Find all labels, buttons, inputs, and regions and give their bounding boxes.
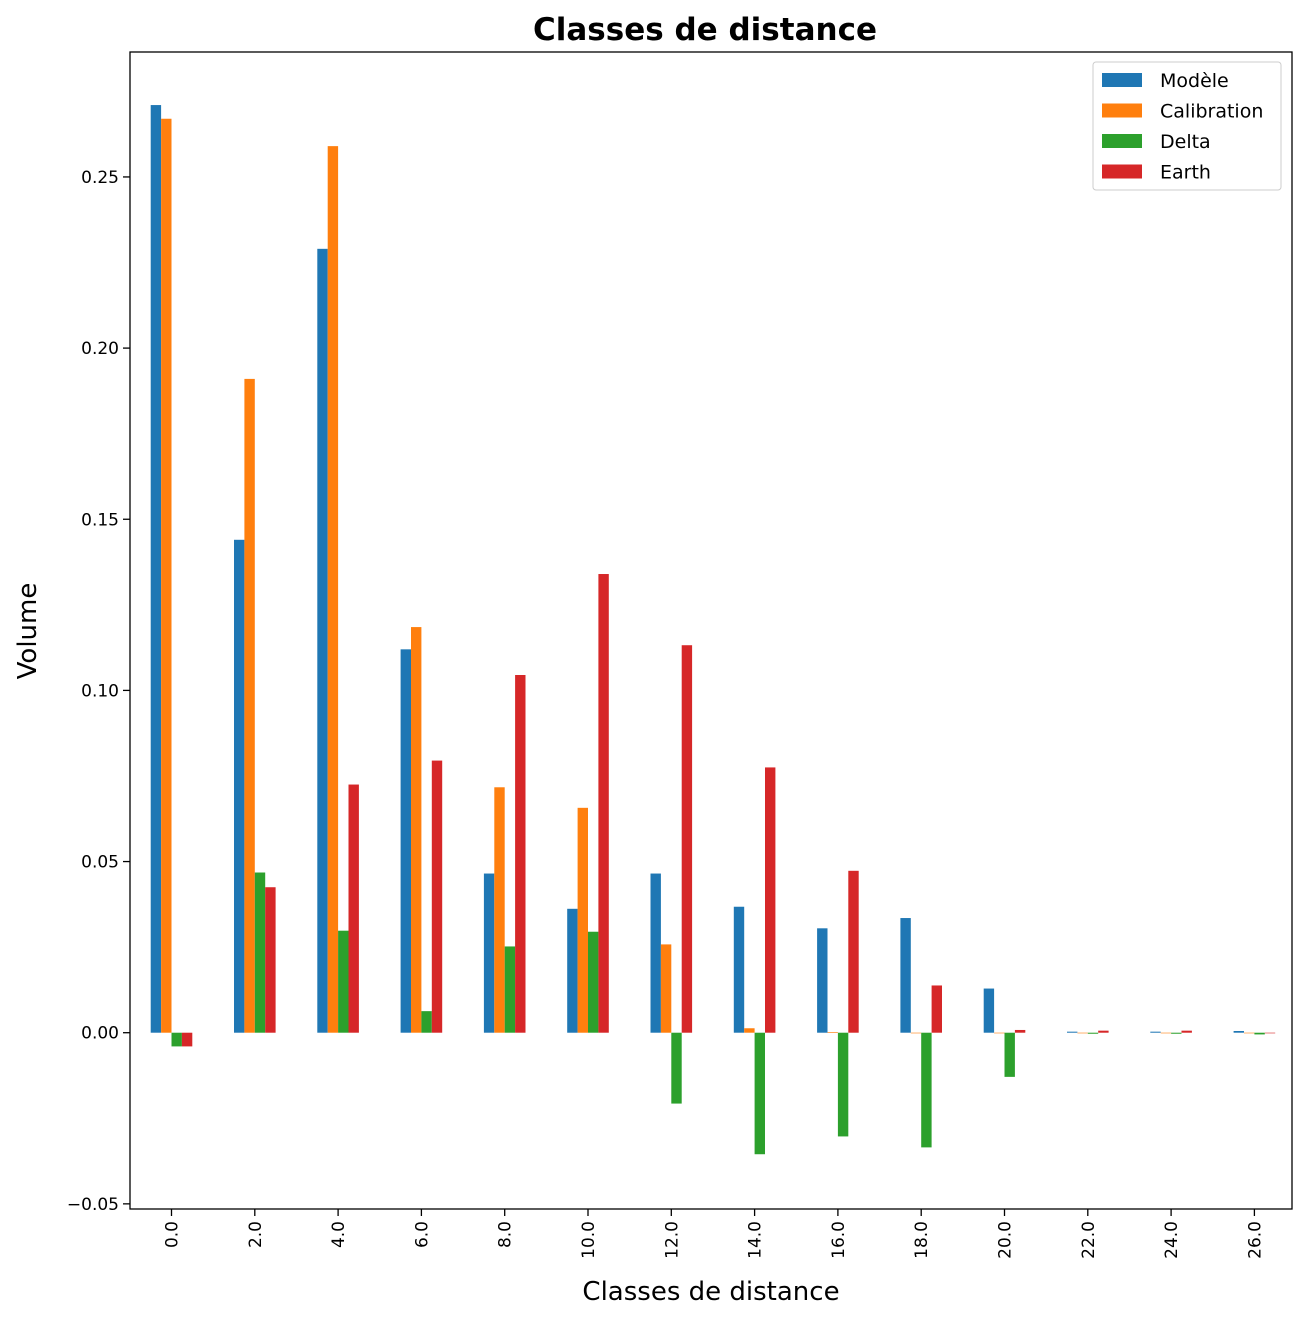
y-tick-label: 0.20 [81,339,119,359]
bar-earth-14-0 [765,767,776,1033]
bar-mod-le-0-0 [150,105,162,1033]
bar-calibration-12-0 [660,944,672,1033]
bar-calibration-6-0 [411,627,422,1033]
bar-delta-22-0 [1087,1032,1099,1034]
y-tick-label: 0.25 [81,168,119,188]
bar-earth-16-0 [848,870,859,1033]
bar-calibration-24-0 [1160,1032,1172,1034]
bar-calibration-0-0 [161,118,172,1033]
bar-delta-20-0 [1004,1032,1015,1077]
bar-delta-26-0 [1254,1032,1265,1035]
bar-calibration-4-0 [327,146,339,1033]
legend-swatch [1102,103,1142,118]
bar-mod-le-6-0 [400,649,411,1033]
bar-calibration-10-0 [577,807,588,1033]
legend-box [1092,61,1282,191]
bar-delta-2-0 [254,872,266,1033]
y-axis-label: Volume [13,583,43,680]
legend-label: Earth [1160,162,1211,184]
bar-delta-8-0 [504,946,516,1033]
x-axis: 0.0 2.0 4.0 6.0 8.0 10.0 12.0 14.0 16.0 18.0 20.0 2… [163,1209,1265,1259]
bar-mod-le-22-0 [1067,1031,1078,1033]
bar-delta-4-0 [338,930,349,1033]
x-tick-label: 4.0 [329,1221,349,1248]
y-axis: −0.05 0.00 0.05 0.10 0.15 0.20 0.25 [67,168,130,1215]
x-tick-label: 10.0 [579,1221,599,1259]
bar-calibration-8-0 [494,787,505,1033]
x-tick-label: 0.0 [163,1221,183,1248]
bar-mod-le-10-0 [567,908,578,1033]
x-tick-label: 24.0 [1162,1221,1182,1259]
bar-earth-4-0 [348,784,359,1033]
bar-calibration-22-0 [1077,1032,1088,1034]
x-tick-label: 2.0 [246,1221,266,1248]
y-tick-label: 0.00 [81,1024,119,1044]
bar-mod-le-14-0 [733,906,745,1033]
bar-earth-20-0 [1014,1029,1026,1033]
bar-mod-le-4-0 [317,248,328,1033]
bar-delta-14-0 [754,1032,765,1155]
x-tick-label: 18.0 [912,1221,932,1259]
legend-swatch [1102,164,1142,179]
x-tick-label: 22.0 [1079,1221,1099,1259]
x-tick-label: 16.0 [829,1221,849,1259]
bar-delta-16-0 [837,1032,849,1137]
bar-earth-8-0 [515,675,526,1033]
legend-label: Modèle [1160,70,1229,92]
y-tick-label: 0.10 [81,681,119,701]
bar-delta-10-0 [588,931,599,1033]
legend-label: Delta [1160,131,1211,153]
bar-mod-le-16-0 [817,928,828,1033]
bar-mod-le-24-0 [1150,1031,1161,1033]
bar-mod-le-26-0 [1233,1031,1244,1033]
y-tick-label: 0.15 [81,510,119,530]
y-tick-label: 0.05 [81,853,119,873]
x-tick-label: 26.0 [1245,1221,1265,1259]
bar-calibration-18-0 [910,1032,922,1034]
bar-earth-18-0 [931,985,942,1033]
x-tick-label: 20.0 [996,1221,1016,1259]
bar-mod-le-2-0 [234,539,245,1033]
plot-frame [129,51,1293,1210]
x-tick-label: 8.0 [496,1221,516,1248]
legend-swatch [1102,134,1142,148]
legend: Modèle Calibration Delta Earth [1092,61,1282,191]
bar-calibration-26-0 [1244,1032,1255,1034]
legend-swatch [1102,73,1142,87]
bar-earth-24-0 [1181,1030,1192,1033]
x-axis-label: Classes de distance [582,1277,839,1307]
x-tick-label: 14.0 [746,1221,766,1259]
bar-earth-10-0 [598,574,609,1033]
bar-mod-le-12-0 [650,873,661,1033]
x-tick-label: 12.0 [662,1221,682,1259]
bar-earth-0-0 [181,1032,193,1047]
bars-layer [150,105,1276,1155]
bar-mod-le-8-0 [483,873,495,1033]
legend-label: Calibration [1160,101,1263,123]
bar-earth-22-0 [1098,1030,1109,1033]
bar-mod-le-18-0 [900,918,911,1033]
y-tick-label: −0.05 [67,1195,119,1215]
bar-delta-6-0 [421,1011,432,1033]
bar-calibration-14-0 [744,1028,755,1033]
bar-delta-12-0 [671,1032,682,1104]
bar-earth-12-0 [681,645,693,1033]
chart-title: Classes de distance [533,12,877,48]
bar-earth-2-0 [265,887,276,1033]
bar-earth-6-0 [431,760,443,1033]
bar-calibration-16-0 [827,1032,838,1033]
bar-mod-le-20-0 [983,988,995,1033]
bar-calibration-20-0 [994,1032,1005,1034]
x-tick-label: 6.0 [412,1221,432,1248]
bar-calibration-2-0 [244,378,255,1033]
bar-delta-24-0 [1171,1032,1182,1034]
bar-delta-18-0 [921,1032,932,1148]
bar-delta-0-0 [171,1032,182,1047]
bar-earth-26-0 [1264,1032,1276,1034]
